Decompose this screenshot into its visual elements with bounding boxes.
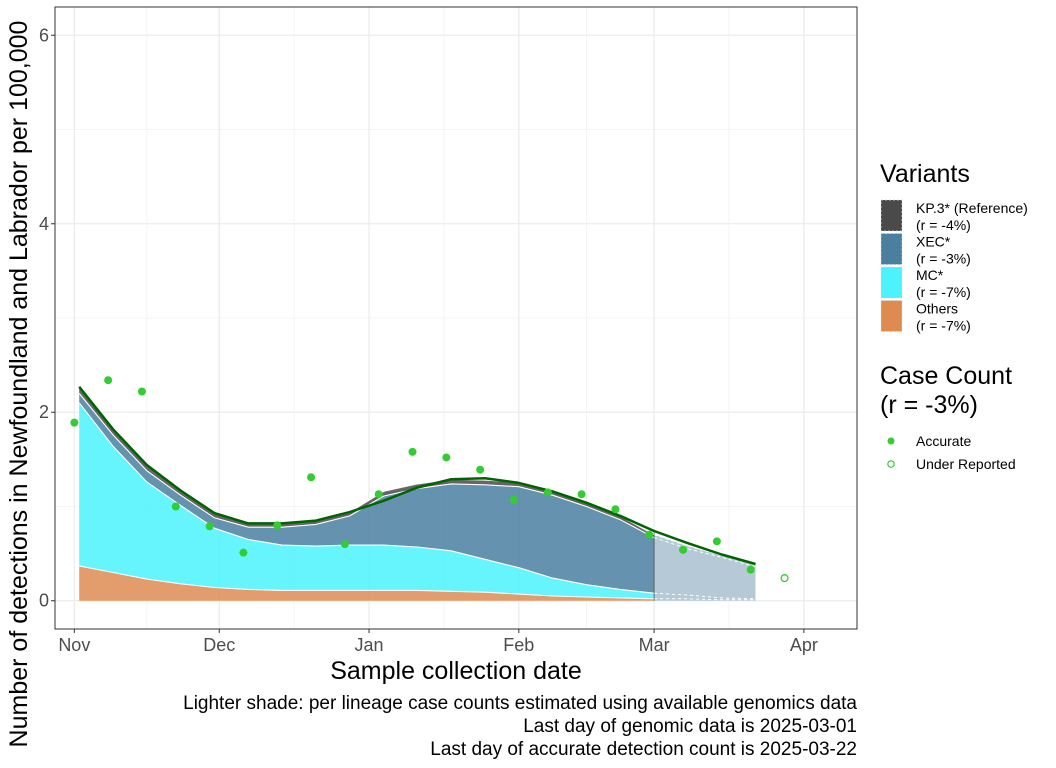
- panel-border: [54, 6, 858, 630]
- accurate-point: [645, 530, 654, 539]
- y-tick-label: 6: [39, 25, 49, 45]
- legend: Variants Case Count (r = -3%) Accurate U…: [880, 160, 1028, 472]
- captions: Lighter shade: per lineage case counts e…: [183, 693, 857, 760]
- accurate-point: [307, 473, 316, 482]
- accurate-point: [509, 495, 518, 504]
- accurate-point: [408, 447, 417, 456]
- legend-note-others: (r = -7%): [916, 318, 971, 334]
- accurate-point: [543, 488, 552, 497]
- y-tick-label: 2: [39, 402, 49, 422]
- x-tick-label: Jan: [355, 635, 384, 655]
- legend-label-accurate: Accurate: [916, 433, 971, 449]
- legend-label-kp-3-reference: KP.3* (Reference): [916, 200, 1028, 216]
- legend-note-mc: (r = -7%): [916, 284, 971, 300]
- x-tick-label: Nov: [58, 635, 90, 655]
- accurate-point: [611, 505, 620, 514]
- area-edge-others: [79, 565, 655, 600]
- axes: 0 2 4 6 Nov Dec Jan Feb Mar Apr: [39, 25, 818, 655]
- accurate-point: [679, 545, 688, 554]
- accurate-point: [577, 490, 586, 499]
- area-mc: [79, 402, 655, 599]
- x-tick-label: Feb: [503, 635, 534, 655]
- accurate-point: [273, 521, 282, 530]
- legend-key-xec: [880, 233, 903, 265]
- accurate-point: [712, 537, 721, 546]
- legend-note-kp-3-reference: (r = -4%): [916, 217, 971, 233]
- under-reported-point: [780, 574, 789, 583]
- accurate-point: [104, 376, 113, 385]
- x-axis-title: Sample collection date: [330, 657, 582, 685]
- legend-title-variants: Variants: [880, 160, 970, 188]
- legend-title-case-count: Case Count: [880, 362, 1012, 390]
- legend-label-others: Others: [916, 301, 958, 317]
- area-others: [79, 565, 655, 601]
- legend-key-accurate: [887, 437, 895, 445]
- area-edge-mc: [78, 402, 655, 594]
- legend-label-mc: MC*: [916, 267, 944, 283]
- legend-key-kp-3-reference: [880, 199, 903, 232]
- accurate-point: [374, 490, 383, 499]
- accurate-point: [442, 453, 451, 462]
- legend-key-others: [880, 300, 903, 332]
- accurate-point: [476, 465, 485, 474]
- area-projected-xec: [654, 537, 756, 599]
- legend-label-under-reported: Under Reported: [916, 456, 1016, 472]
- accurate-point: [137, 387, 146, 396]
- x-tick-label: Dec: [203, 635, 235, 655]
- caption-line-2: Last day of genomic data is 2025-03-01: [523, 716, 857, 737]
- y-axis-title: Number of detections in Newfoundland and…: [5, 21, 33, 748]
- y-tick-label: 4: [39, 214, 49, 234]
- area-xec: [79, 393, 655, 594]
- legend-note-xec: (r = -3%): [916, 251, 971, 267]
- area-projected-kp-3-reference: [654, 534, 756, 567]
- legend-label-xec: XEC*: [916, 234, 951, 250]
- accurate-point: [205, 522, 214, 531]
- caption-line-3: Last day of accurate detection count is …: [430, 739, 857, 760]
- x-tick-label: Mar: [639, 635, 670, 655]
- y-tick-label: 0: [39, 591, 49, 611]
- panel-frame: [54, 6, 858, 630]
- area-edge-projected-mc: [654, 592, 756, 600]
- accurate-point: [239, 548, 248, 557]
- accurate-point: [70, 418, 79, 427]
- legend-key-under-reported: [887, 460, 895, 468]
- case-count-trend: [78, 386, 756, 566]
- accurate-point: [746, 565, 755, 574]
- legend-subtitle-case-count: (r = -3%): [880, 391, 978, 419]
- area-edge-projected-others: [654, 598, 756, 601]
- accurate-point: [171, 502, 180, 511]
- accurate-point: [340, 540, 349, 549]
- case-count-points: [70, 376, 789, 583]
- legend-key-mc: [880, 266, 903, 299]
- x-tick-label: Apr: [790, 635, 818, 655]
- caption-line-1: Lighter shade: per lineage case counts e…: [183, 693, 857, 714]
- case-count-trend-line: [78, 386, 756, 566]
